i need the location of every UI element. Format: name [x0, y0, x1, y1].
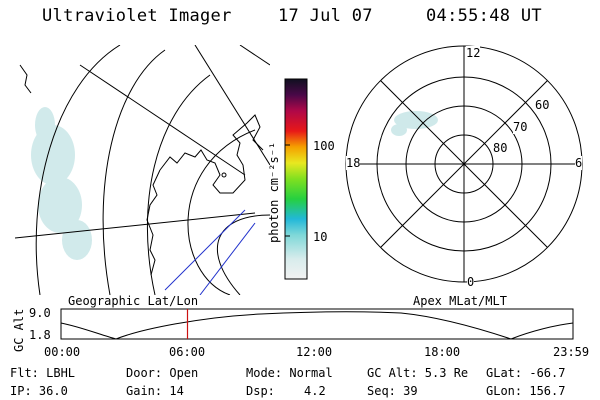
time-tick-0000: 00:00	[44, 345, 81, 359]
geographic-map	[15, 45, 270, 295]
status-gc-alt: GC Alt: 5.3 Re	[367, 366, 469, 380]
aurora-emission-region	[31, 107, 92, 260]
mlat-label-80: 80	[493, 141, 508, 155]
status-door: Door: Open	[126, 366, 199, 380]
colorbar-tick-10: 10	[313, 230, 328, 244]
status-seq: Seq: 39	[367, 384, 418, 398]
status-dsp-label: Dsp:	[246, 384, 275, 398]
altitude-curve	[60, 311, 574, 340]
alt-left-caption: Geographic Lat/Lon	[68, 294, 199, 308]
mlat-label-60: 60	[535, 98, 550, 112]
polar-aurora-region	[391, 111, 438, 136]
alt-right-caption: Apex MLat/MLT	[413, 294, 507, 308]
status-ip: IP: 36.0	[10, 384, 68, 398]
status-mode: Mode: Normal	[246, 366, 333, 380]
polar-mlat-mlt-plot	[345, 45, 583, 283]
status-gain: Gain: 14	[126, 384, 184, 398]
mlt-label-12: 12	[466, 46, 481, 60]
status-glon: GLon: 156.7	[486, 384, 566, 398]
alt-axis-label: GC Alt	[12, 308, 26, 352]
mlat-label-70: 70	[513, 120, 528, 134]
mlt-label-18: 18	[346, 156, 361, 170]
time-tick-0600: 06:00	[169, 345, 206, 359]
colorbar-unit-label: photon cm⁻²s⁻¹	[267, 141, 281, 243]
status-filter: Flt: LBHL	[10, 366, 76, 380]
time-tick-2359: 23:59	[553, 345, 590, 359]
mlt-label-6: 6	[575, 156, 583, 170]
colorbar-tick-100: 100	[313, 139, 335, 153]
status-dsp-value: 4.2	[304, 384, 326, 398]
instrument-title: Ultraviolet Imager	[42, 6, 232, 26]
alt-ytick-1-8: 1.8	[29, 328, 51, 342]
intensity-colorbar	[284, 78, 308, 280]
time-label: 04:55:48 UT	[426, 6, 542, 26]
time-tick-1800: 18:00	[424, 345, 461, 359]
alt-ytick-9: 9.0	[29, 306, 51, 320]
altitude-timeline-plot	[60, 308, 574, 340]
date-label: 17 Jul 07	[278, 6, 373, 26]
time-tick-1200: 12:00	[296, 345, 333, 359]
status-glat: GLat: -66.7	[486, 366, 566, 380]
mlt-label-0: 0	[467, 275, 475, 289]
